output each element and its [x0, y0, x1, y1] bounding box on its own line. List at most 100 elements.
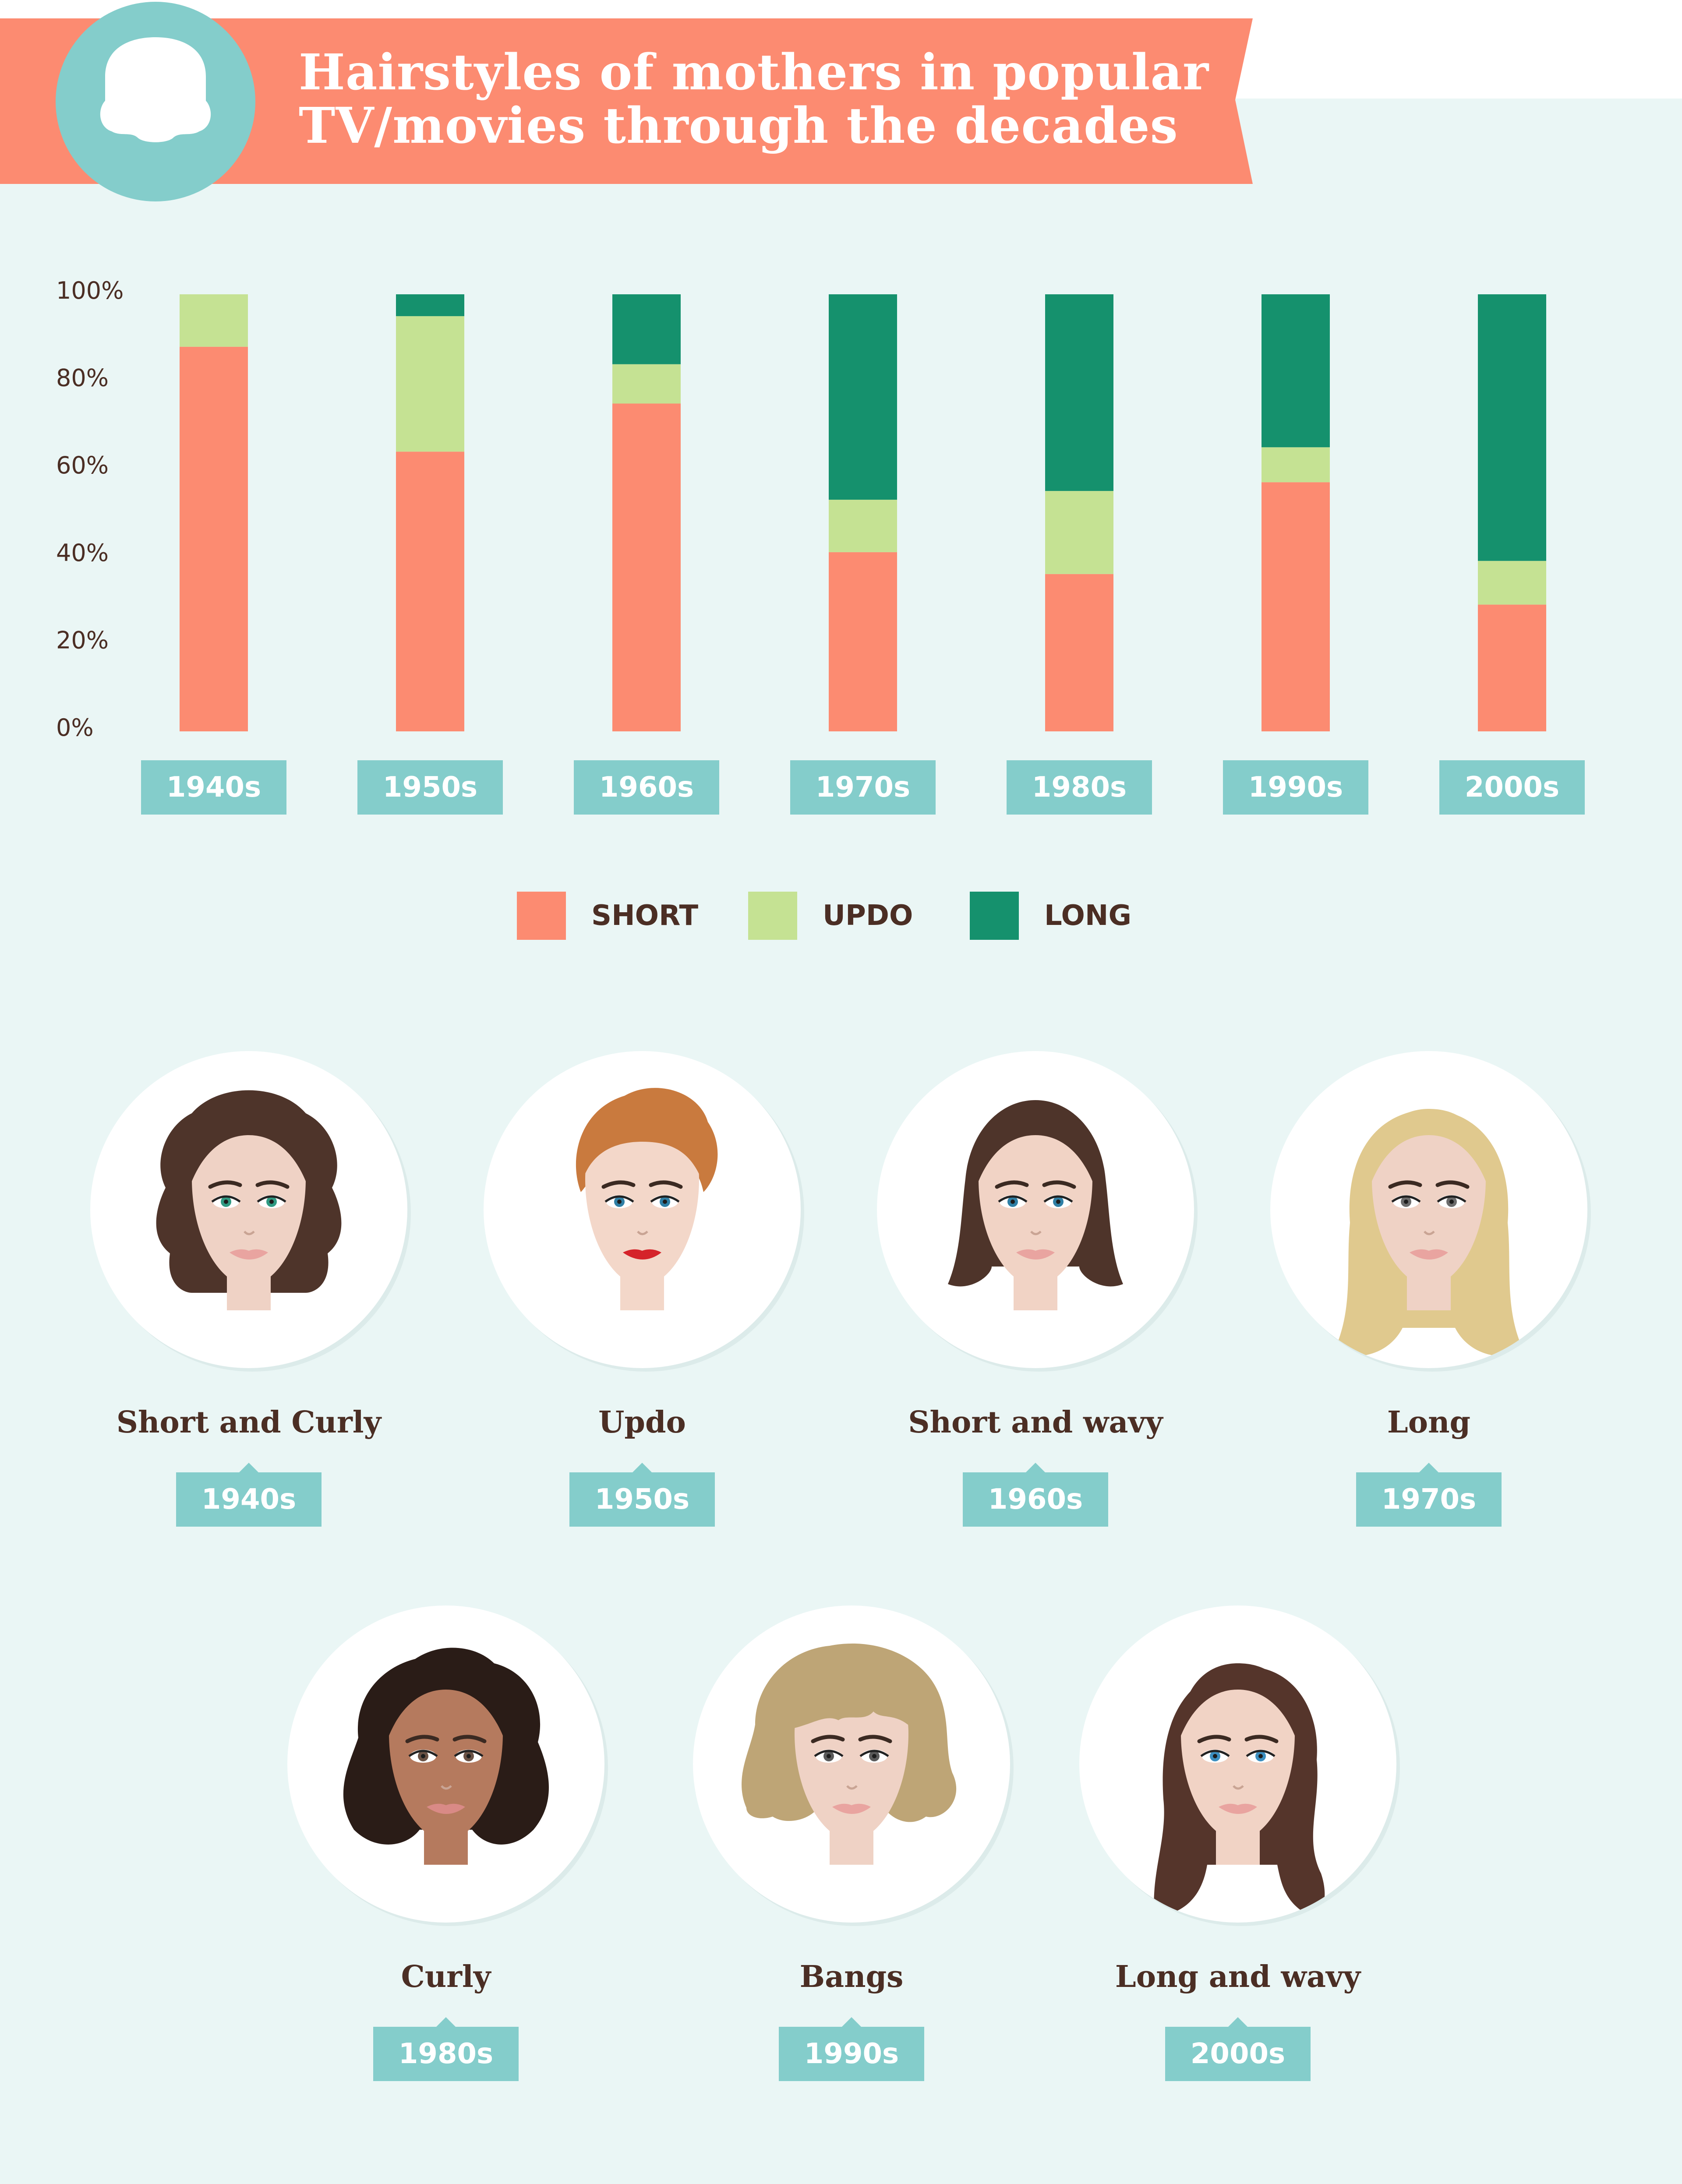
x-tick-label: 1990s	[1223, 760, 1368, 815]
left-eyebrow	[601, 1180, 636, 1189]
hairstyle-decade-tag: 1950s	[569, 1463, 715, 1527]
bar-short-1950s	[396, 452, 464, 731]
bar-updo-1950s	[396, 316, 464, 452]
face	[1372, 1122, 1486, 1286]
bangs	[790, 1663, 913, 1729]
left-eyebrow	[405, 1735, 439, 1743]
bar-updo-1970s	[829, 500, 897, 552]
tag-notch	[1026, 1463, 1045, 1472]
bar-short-1970s	[829, 552, 897, 731]
face	[192, 1122, 306, 1286]
y-tick-label: 100%	[56, 277, 124, 304]
face	[585, 1122, 699, 1286]
legend-swatch-short	[517, 892, 566, 940]
hairstyle-decade-tag: 1970s	[1356, 1463, 1502, 1527]
pupil	[872, 1754, 876, 1758]
pupil	[1258, 1754, 1263, 1758]
page-title-line-1: Hairstyles of mothers in popular	[299, 44, 1209, 101]
x-tick-label: 2000s	[1439, 760, 1585, 815]
eyelid	[1043, 1195, 1073, 1203]
banner-ribbon	[0, 18, 1253, 184]
bar-updo-1960s	[612, 364, 681, 404]
y-tick-label: 40%	[56, 539, 109, 567]
nose	[244, 1231, 255, 1235]
y-tick-label: 80%	[56, 364, 109, 392]
nose	[1424, 1231, 1435, 1235]
pupil	[1213, 1754, 1217, 1758]
eyelid	[1391, 1195, 1421, 1203]
pupil	[617, 1200, 622, 1204]
face	[389, 1676, 503, 1841]
left-eyebrow	[811, 1735, 845, 1743]
portrait-1980s	[287, 1605, 608, 1926]
lips	[427, 1803, 465, 1814]
portrait-1960s	[877, 1051, 1198, 1372]
right-eyebrow	[1042, 1180, 1076, 1189]
x-tick-label: 1960s	[574, 760, 719, 815]
pupil	[1449, 1200, 1454, 1204]
pupil	[466, 1754, 471, 1758]
portrait-1940s	[90, 1051, 411, 1372]
tag-notch	[633, 1463, 652, 1472]
legend-label-updo: UPDO	[823, 900, 913, 932]
bar-updo-1980s	[1045, 491, 1113, 574]
nose	[1233, 1785, 1244, 1790]
bar-long-1950s	[396, 294, 464, 316]
hairline	[388, 1663, 504, 1738]
portrait-1970s	[1270, 1051, 1591, 1372]
left-eyebrow	[1388, 1180, 1422, 1189]
eyelid	[1437, 1195, 1466, 1203]
eyelid	[1246, 1750, 1276, 1757]
pupil	[1056, 1200, 1060, 1204]
legend-label-long: LONG	[1044, 900, 1131, 932]
pupil	[421, 1754, 425, 1758]
pupil	[224, 1200, 228, 1204]
hairline	[583, 1113, 701, 1179]
eyelid	[998, 1195, 1028, 1203]
portrait-1950s	[484, 1051, 804, 1372]
eyelid	[650, 1195, 680, 1203]
hairstyle-decade-tag: 2000s	[1165, 2017, 1311, 2081]
bar-short-1990s	[1262, 482, 1330, 731]
tag-notch	[239, 1463, 258, 1472]
bar-long-1960s	[612, 294, 681, 364]
hairstyle-decade-tag: 1980s	[373, 2017, 519, 2081]
bar-long-2000s	[1478, 294, 1546, 561]
eyelid	[257, 1195, 286, 1203]
bar-long-1970s	[829, 294, 897, 500]
lips	[623, 1249, 661, 1260]
bar-updo-1990s	[1262, 447, 1330, 483]
lips	[1410, 1249, 1448, 1260]
eyelid	[454, 1750, 484, 1757]
hairline	[1371, 1109, 1487, 1183]
chart-legend: SHORT UPDO LONG	[0, 892, 1682, 940]
lips	[1016, 1249, 1055, 1260]
y-tick-label: 0%	[56, 714, 94, 741]
hairstyle-decade-tag: 1960s	[963, 1463, 1108, 1527]
hairstyle-name: Long	[1387, 1405, 1471, 1440]
bar-short-1980s	[1045, 574, 1113, 731]
lips	[230, 1249, 268, 1260]
x-tick-label: 1950s	[357, 760, 503, 815]
bar-long-1990s	[1262, 294, 1330, 448]
right-eyebrow	[452, 1735, 487, 1743]
y-tick-label: 20%	[56, 626, 109, 654]
hairline	[978, 1109, 1093, 1183]
tag-notch	[1228, 2017, 1247, 2027]
eyelid	[408, 1750, 438, 1757]
eyelid	[1200, 1750, 1230, 1757]
eyelid	[814, 1750, 844, 1757]
lips	[832, 1803, 871, 1814]
legend-swatch-long	[970, 892, 1019, 940]
eyelid	[859, 1750, 889, 1757]
hairstyle-decade-tag: 1990s	[779, 2017, 924, 2081]
hairstyle-name: Short and wavy	[908, 1405, 1163, 1440]
face	[979, 1122, 1092, 1286]
portrait-1990s	[693, 1605, 1014, 1926]
portrait-2000s	[1079, 1605, 1400, 1926]
stacked-bar-chart: 100% 80% 60% 40% 20% 0%	[56, 277, 1546, 741]
hair-icon	[100, 37, 211, 142]
left-eyebrow	[1197, 1735, 1231, 1743]
right-eyebrow	[1244, 1735, 1279, 1743]
hairstyle-name: Short and Curly	[116, 1405, 382, 1440]
